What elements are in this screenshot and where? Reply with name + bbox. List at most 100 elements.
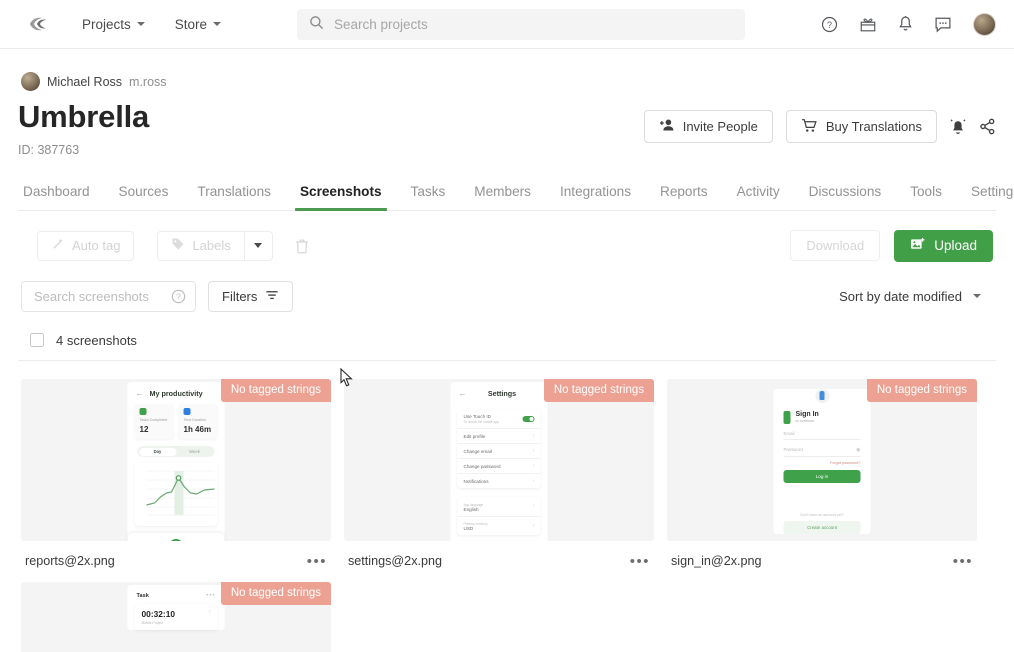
timer-subtitle: Mobile Project [141, 620, 163, 625]
chat-icon[interactable] [934, 16, 952, 33]
select-value: USD [463, 526, 474, 532]
stat-tile: Time Duration 1h 46m [178, 403, 218, 440]
tab-translations[interactable]: Translations [197, 183, 271, 199]
search-input[interactable] [334, 17, 733, 32]
mock-subheading: to continue [795, 419, 815, 424]
phone-mock-signin: Sign In to continue Email Password ◉ For… [773, 388, 871, 534]
search-screenshots-input[interactable] [34, 288, 171, 304]
project-id: ID: 387763 [18, 142, 80, 157]
tab-integrations[interactable]: Integrations [559, 183, 631, 199]
screenshot-filename: reports@2x.png [25, 554, 115, 569]
sort-label: Sort by date modified [839, 288, 962, 304]
tab-settings[interactable]: Settings [970, 183, 1014, 199]
mock-create-account-button: Create account [783, 520, 861, 534]
help-circle-icon[interactable]: ? [821, 16, 838, 33]
segment-week: Week [189, 449, 200, 455]
add-person-icon [659, 118, 675, 135]
upload-button[interactable]: Upload [894, 229, 993, 262]
list-item: Change email › [457, 444, 541, 460]
tab-sources[interactable]: Sources [118, 183, 169, 199]
screenshot-card[interactable]: ← Settings Use Touch ID To unlock the mo… [344, 378, 654, 569]
select-all-checkbox[interactable] [30, 333, 44, 348]
list-item: Change password › [457, 459, 541, 475]
screenshot-filename: settings@2x.png [348, 554, 442, 569]
screenshots-search[interactable]: ? [21, 280, 196, 312]
card-footer: settings@2x.png ••• [344, 554, 654, 569]
owner-handle: m.ross [129, 74, 167, 89]
status-badge: No tagged strings [866, 378, 977, 402]
chevron-down-icon [136, 22, 145, 26]
mock-email-field: Email [783, 424, 861, 440]
buy-translations-button[interactable]: Buy Translations [785, 110, 937, 143]
tag-icon [171, 237, 185, 254]
search-icon [309, 15, 324, 35]
screenshot-card[interactable]: ← My productivity Tasks Completed 12 Tim… [21, 378, 331, 570]
user-illustration-icon [815, 388, 829, 403]
share-icon[interactable] [979, 118, 996, 135]
row-label: Notifications [463, 478, 489, 484]
screenshot-thumbnail[interactable]: Task ••• 00:32:10 Mobile Project › No ta… [21, 581, 331, 652]
chevron-down-icon [973, 294, 981, 299]
password-placeholder: Password [783, 447, 803, 453]
crowdin-logo-icon[interactable] [26, 13, 52, 35]
row-sub: To unlock the mobile app [463, 420, 499, 425]
tab-members[interactable]: Members [474, 183, 531, 199]
trash-icon [295, 238, 309, 254]
screenshot-thumbnail[interactable]: ← My productivity Tasks Completed 12 Tim… [21, 378, 331, 541]
more-options-icon[interactable]: ••• [629, 552, 650, 570]
back-arrow-icon: ← [458, 388, 467, 398]
nav-projects[interactable]: Projects [82, 17, 145, 32]
list-item: Use Touch ID To unlock the mobile app [457, 410, 541, 430]
owner-name: Michael Ross [47, 74, 123, 89]
tab-discussions[interactable]: Discussions [808, 183, 882, 199]
question-circle-icon[interactable]: ? [171, 289, 186, 304]
screenshots-grid: ← My productivity Tasks Completed 12 Tim… [18, 378, 996, 652]
tab-screenshots[interactable]: Screenshots [294, 184, 387, 211]
row-label: Change password [463, 463, 501, 469]
mock-title: My productivity [149, 388, 203, 398]
nav-store[interactable]: Store [175, 17, 222, 32]
chevron-down-icon [213, 22, 222, 26]
screenshot-thumbnail[interactable]: Sign In to continue Email Password ◉ For… [667, 378, 977, 541]
mock-heading: Sign In [795, 411, 819, 419]
labels-dropdown-button[interactable] [243, 230, 273, 261]
status-badge: No tagged strings [220, 581, 331, 605]
screenshot-count-label: 4 screenshots [56, 332, 137, 348]
more-options-icon[interactable]: ••• [952, 552, 973, 570]
card-footer: sign_in@2x.png ••• [667, 554, 977, 569]
tab-tools[interactable]: Tools [910, 183, 942, 199]
invite-people-button[interactable]: Invite People [643, 110, 773, 143]
avatar[interactable] [973, 12, 996, 36]
sort-dropdown[interactable]: Sort by date modified [839, 289, 993, 304]
tab-dashboard[interactable]: Dashboard [23, 183, 90, 199]
filters-button[interactable]: Filters [208, 280, 294, 312]
page-title: Umbrella [18, 99, 150, 134]
segmented-control: Day Week [137, 446, 215, 458]
nav-projects-label: Projects [82, 16, 131, 32]
select-label: App language [463, 502, 484, 507]
plus-icon: + [168, 538, 184, 541]
global-search[interactable] [297, 9, 745, 40]
clock-square-icon [183, 407, 191, 415]
project-actions: Invite People Buy Translations [643, 100, 996, 143]
project-page: Michael Ross m.ross Umbrella ID: 387763 … [0, 49, 1014, 652]
screenshot-card[interactable]: Task ••• 00:32:10 Mobile Project › No ta… [21, 581, 331, 652]
mock-preferences-list: App language English › Primary currency … [457, 497, 541, 536]
download-label: Download [806, 238, 865, 254]
download-button: Download [790, 230, 881, 262]
screenshot-thumbnail[interactable]: ← Settings Use Touch ID To unlock the mo… [344, 378, 654, 541]
more-options-icon[interactable]: ••• [306, 552, 327, 570]
tab-activity[interactable]: Activity [736, 183, 780, 199]
tab-tasks[interactable]: Tasks [410, 183, 446, 199]
bell-icon[interactable] [898, 15, 913, 33]
tab-reports[interactable]: Reports [660, 183, 708, 199]
filters-label: Filters [222, 288, 258, 304]
select-all-row: 4 screenshots [18, 333, 996, 361]
toolbar-right-group: Download Upload [790, 229, 993, 262]
bell-ring-icon[interactable] [950, 118, 966, 136]
gift-icon[interactable] [859, 16, 877, 33]
auto-tag-button: Auto tag [37, 230, 135, 261]
screenshot-card[interactable]: Sign In to continue Email Password ◉ For… [667, 378, 977, 569]
owner-avatar [21, 72, 40, 91]
stat-tile: Tasks Completed 12 [134, 403, 174, 440]
